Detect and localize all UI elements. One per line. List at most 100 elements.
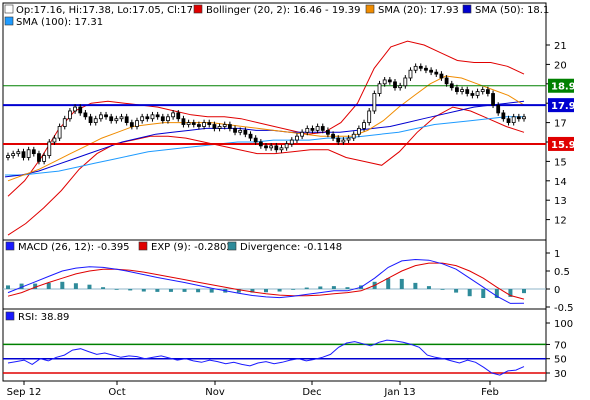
candle-body bbox=[109, 116, 114, 122]
candle-body bbox=[217, 126, 222, 129]
candle-body bbox=[403, 77, 408, 87]
candle-body bbox=[166, 116, 170, 122]
candle-body bbox=[47, 141, 52, 156]
candle-body bbox=[176, 112, 181, 120]
candle-body bbox=[171, 112, 176, 118]
candle-body bbox=[449, 83, 454, 89]
sma50-line bbox=[4, 100, 525, 178]
divergence-bar bbox=[399, 278, 404, 289]
candle-body bbox=[197, 124, 201, 127]
candle-body bbox=[522, 116, 526, 120]
candle-body bbox=[26, 149, 31, 158]
candle-body bbox=[37, 153, 41, 162]
candle-body bbox=[413, 65, 418, 71]
candle-body bbox=[398, 85, 403, 89]
candle-body bbox=[233, 128, 237, 133]
candle-body bbox=[11, 153, 16, 156]
candle-body bbox=[21, 151, 26, 158]
divergence-bar bbox=[87, 284, 92, 289]
candle-body bbox=[382, 79, 387, 85]
divergence-bar bbox=[196, 289, 201, 293]
bollinger-upper-line bbox=[7, 40, 525, 197]
legend-swatch bbox=[138, 241, 148, 251]
divergence-bar bbox=[250, 289, 255, 293]
x-tick-label: Feb bbox=[481, 387, 499, 398]
candle-body bbox=[248, 133, 253, 139]
candle-body bbox=[516, 116, 521, 120]
divergence-bar bbox=[128, 289, 133, 291]
candle-body bbox=[98, 114, 103, 120]
macd-tick-label: -0.5 bbox=[554, 303, 574, 314]
candle-body bbox=[387, 79, 392, 83]
rsi-tick-label: 30 bbox=[554, 369, 567, 380]
candle-body bbox=[119, 116, 124, 120]
price-tick-label: 14 bbox=[554, 177, 567, 188]
candle-body bbox=[253, 137, 258, 143]
candle-body bbox=[16, 151, 21, 155]
divergence-bar bbox=[141, 289, 146, 292]
rsi-legend-bg bbox=[4, 310, 84, 322]
candle-body bbox=[279, 147, 284, 151]
price-tick-label: 20 bbox=[554, 60, 567, 71]
divergence-bar bbox=[101, 287, 106, 289]
macd-tick-label: 0.5 bbox=[554, 267, 570, 278]
candle-body bbox=[377, 83, 382, 94]
rsi-tick-label: 70 bbox=[554, 340, 567, 351]
legend-label: MACD (26, 12): -0.395 bbox=[18, 242, 130, 253]
price-tick-label: 17 bbox=[554, 119, 567, 130]
candle-body bbox=[150, 114, 155, 120]
candle-body bbox=[444, 77, 449, 85]
sma20-line bbox=[7, 75, 525, 182]
candle-body bbox=[114, 118, 119, 122]
candle-body bbox=[129, 122, 134, 127]
divergence-bar bbox=[46, 282, 51, 289]
divergence-bar bbox=[155, 289, 160, 292]
divergence-bar bbox=[33, 283, 38, 289]
candle-body bbox=[243, 129, 248, 135]
divergence-bar bbox=[304, 287, 309, 289]
candle-body bbox=[367, 110, 372, 123]
candle-body bbox=[202, 122, 206, 127]
price-level-label: 18.9 bbox=[551, 82, 576, 93]
candle-body bbox=[506, 118, 511, 124]
legend-swatch bbox=[5, 311, 15, 321]
x-tick-label: Nov bbox=[205, 387, 225, 398]
candle-body bbox=[212, 124, 217, 129]
price-panel: 2120191817161514131218.917.915.9Op:17.16… bbox=[2, 2, 576, 241]
candle-body bbox=[320, 126, 325, 131]
divergence-bar bbox=[264, 289, 268, 293]
legend-label: SMA (50): 18.1 bbox=[475, 5, 549, 16]
candle-body bbox=[429, 69, 434, 73]
ohlc-label: Op:17.16, Hi:17.38, Lo:17.05, Cl:17.3 bbox=[16, 5, 203, 16]
price-plot-frame bbox=[2, 2, 547, 241]
candle-body bbox=[305, 128, 310, 133]
candle-body bbox=[264, 145, 268, 149]
price-level-label: 17.9 bbox=[551, 101, 576, 112]
candle-body bbox=[289, 139, 294, 145]
divergence-bar bbox=[454, 289, 459, 293]
divergence-bar bbox=[481, 289, 486, 298]
candle-body bbox=[393, 81, 397, 89]
candle-body bbox=[455, 87, 459, 92]
candle-body bbox=[465, 89, 470, 94]
legend-label: RSI: 38.89 bbox=[18, 312, 69, 323]
candle-body bbox=[491, 93, 495, 106]
legend-label: Divergence: -0.1148 bbox=[240, 242, 342, 253]
price-tick-label: 13 bbox=[554, 196, 567, 207]
time-axis: Sep 12 Oct Nov Dec Jan 13 Feb bbox=[7, 381, 499, 398]
divergence-bar bbox=[73, 283, 78, 289]
candle-body bbox=[155, 114, 160, 118]
candle-body bbox=[372, 93, 377, 112]
candle-body bbox=[274, 145, 279, 151]
ohlc-swatch bbox=[4, 4, 14, 14]
divergence-bar bbox=[236, 289, 241, 293]
candle-body bbox=[186, 122, 191, 125]
divergence-bar bbox=[19, 283, 24, 289]
candle-body bbox=[511, 116, 516, 123]
divergence-bar bbox=[6, 285, 10, 289]
candle-body bbox=[145, 116, 150, 120]
candle-body bbox=[351, 133, 356, 139]
divergence-bar bbox=[522, 289, 526, 294]
candle-body bbox=[408, 69, 413, 79]
candle-body bbox=[124, 116, 129, 123]
